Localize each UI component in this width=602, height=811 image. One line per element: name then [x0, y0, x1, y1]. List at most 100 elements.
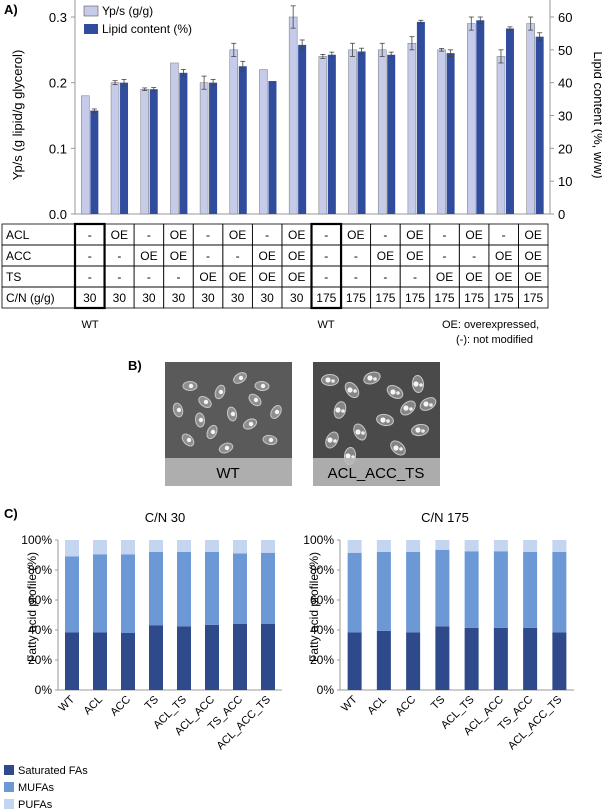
- bar-yps: [467, 23, 476, 215]
- stacked-segment-saturated: [149, 625, 163, 690]
- table-cell-value: -: [236, 249, 240, 263]
- bar-yps: [229, 49, 239, 215]
- bar-lipid: [120, 82, 129, 215]
- x-tick-label: ACL: [81, 694, 105, 718]
- stacked-segment-pufas: [376, 540, 391, 552]
- panel-label-b: B): [128, 358, 142, 373]
- y-axis-label-c1: Fatty acid profile (%): [25, 552, 39, 662]
- table-cell-value: OE: [170, 249, 187, 263]
- y-tick-right-label: 30: [558, 109, 572, 124]
- bar-yps: [318, 56, 328, 215]
- stacked-segment-pufas: [435, 540, 450, 550]
- legend-label-lipid: Lipid content (%): [102, 22, 192, 36]
- table-cell-value: OE: [436, 270, 453, 284]
- table-cell-value: OE: [229, 270, 246, 284]
- lipid-droplet: [176, 407, 182, 413]
- stacked-segment-pufas: [552, 540, 567, 552]
- lipid-droplet: [253, 397, 259, 403]
- table-cell-value: -: [443, 249, 447, 263]
- y-tick-label: 0%: [35, 683, 53, 697]
- stacked-segment-saturated: [233, 624, 247, 690]
- micrograph-mutant-label-band: [313, 458, 440, 486]
- stacked-segment-mufas: [376, 552, 391, 631]
- table-cell-value: OE: [288, 270, 305, 284]
- stacked-segment-saturated: [523, 627, 538, 690]
- stacked-segment-mufas: [464, 551, 479, 628]
- wt-column-outline: [310, 222, 343, 310]
- table-cell-value: 175: [375, 291, 395, 305]
- y-tick-left-label: 0.1: [49, 141, 67, 156]
- y-tick-label: 20%: [310, 653, 334, 667]
- table-cell-value: OE: [525, 228, 542, 242]
- y-tick-label: 20%: [28, 653, 52, 667]
- bar-yps: [110, 82, 120, 215]
- bars-group: [81, 5, 544, 215]
- stacked-segment-mufas: [552, 552, 567, 633]
- stacked-segment-mufas: [233, 553, 247, 624]
- table-cell-value: -: [265, 228, 269, 242]
- table-cell-value: -: [117, 270, 121, 284]
- stacked-segment-mufas: [93, 554, 107, 633]
- table-cell: [518, 286, 549, 309]
- stacked-segment-mufas: [261, 552, 275, 624]
- stacked-segment-pufas: [93, 540, 107, 555]
- y-tick-right-label: 50: [558, 43, 572, 58]
- lipid-droplet: [409, 407, 413, 411]
- lipid-droplet: [268, 437, 274, 443]
- stacked-segment-mufas: [65, 556, 79, 633]
- table-cell-value: -: [88, 270, 92, 284]
- table-cell-value: OE: [525, 270, 542, 284]
- x-tick-label: WT: [339, 693, 360, 714]
- lipid-droplet: [373, 377, 377, 381]
- stacked-segment-saturated: [376, 630, 391, 690]
- legend-swatch-pufas: [4, 799, 14, 809]
- stacked-segment-saturated: [93, 632, 107, 690]
- table-cell-value: 30: [83, 291, 97, 305]
- bar-yps: [496, 56, 506, 215]
- y-tick-label: 60%: [310, 593, 334, 607]
- bar-yps: [407, 43, 417, 215]
- lipid-droplet: [399, 447, 403, 451]
- table-cell-value: 30: [231, 291, 245, 305]
- table-cell-value: -: [443, 228, 447, 242]
- table-cell-value: OE: [495, 249, 512, 263]
- table-cell-value: -: [383, 228, 387, 242]
- table-cell-value: OE: [406, 228, 423, 242]
- x-tick-label: ACL: [365, 694, 389, 718]
- table-cell-value: -: [117, 249, 121, 263]
- bar-lipid: [416, 21, 425, 214]
- stacked-segment-saturated: [464, 627, 479, 690]
- table-cell-value: -: [472, 249, 476, 263]
- lipid-droplet: [353, 389, 357, 393]
- bar-yps: [170, 62, 179, 215]
- lipid-droplet: [419, 383, 423, 387]
- table-cell-value: 175: [494, 291, 514, 305]
- table-cell-value: -: [176, 270, 180, 284]
- stacked-segment-saturated: [493, 627, 508, 690]
- table-cell-value: -: [324, 270, 328, 284]
- lipid-droplet: [367, 375, 373, 381]
- stacked-segment-pufas: [121, 540, 135, 555]
- lipid-droplet: [429, 403, 433, 407]
- table-cell-value: -: [88, 228, 92, 242]
- bar-yps: [288, 16, 298, 215]
- stacked-segment-pufas: [347, 540, 362, 553]
- stacked-segment-mufas: [406, 552, 421, 633]
- legend-label-pufas: PUFAs: [18, 799, 53, 811]
- legend-a: Yp/s (g/g) Lipid content (%): [83, 4, 192, 36]
- table-cell-value: OE: [199, 270, 216, 284]
- y-tick-left-label: 0.0: [49, 207, 67, 222]
- lipid-droplet: [210, 429, 216, 435]
- lipid-droplet: [403, 405, 409, 411]
- table-cell-value: 30: [113, 291, 127, 305]
- y-tick-label: 60%: [28, 593, 52, 607]
- stacked-segment-pufas: [261, 540, 275, 553]
- y-tick-right-label: 40: [558, 76, 572, 91]
- lipid-droplet: [218, 389, 224, 395]
- stacked-segment-pufas: [523, 540, 538, 552]
- wt-label-left: WT: [81, 319, 98, 331]
- table-cell-value: OE: [288, 249, 305, 263]
- chart-title-cn175: C/N 175: [421, 510, 469, 525]
- wt-label-right: WT: [317, 319, 334, 331]
- stacked-segment-saturated: [121, 633, 135, 690]
